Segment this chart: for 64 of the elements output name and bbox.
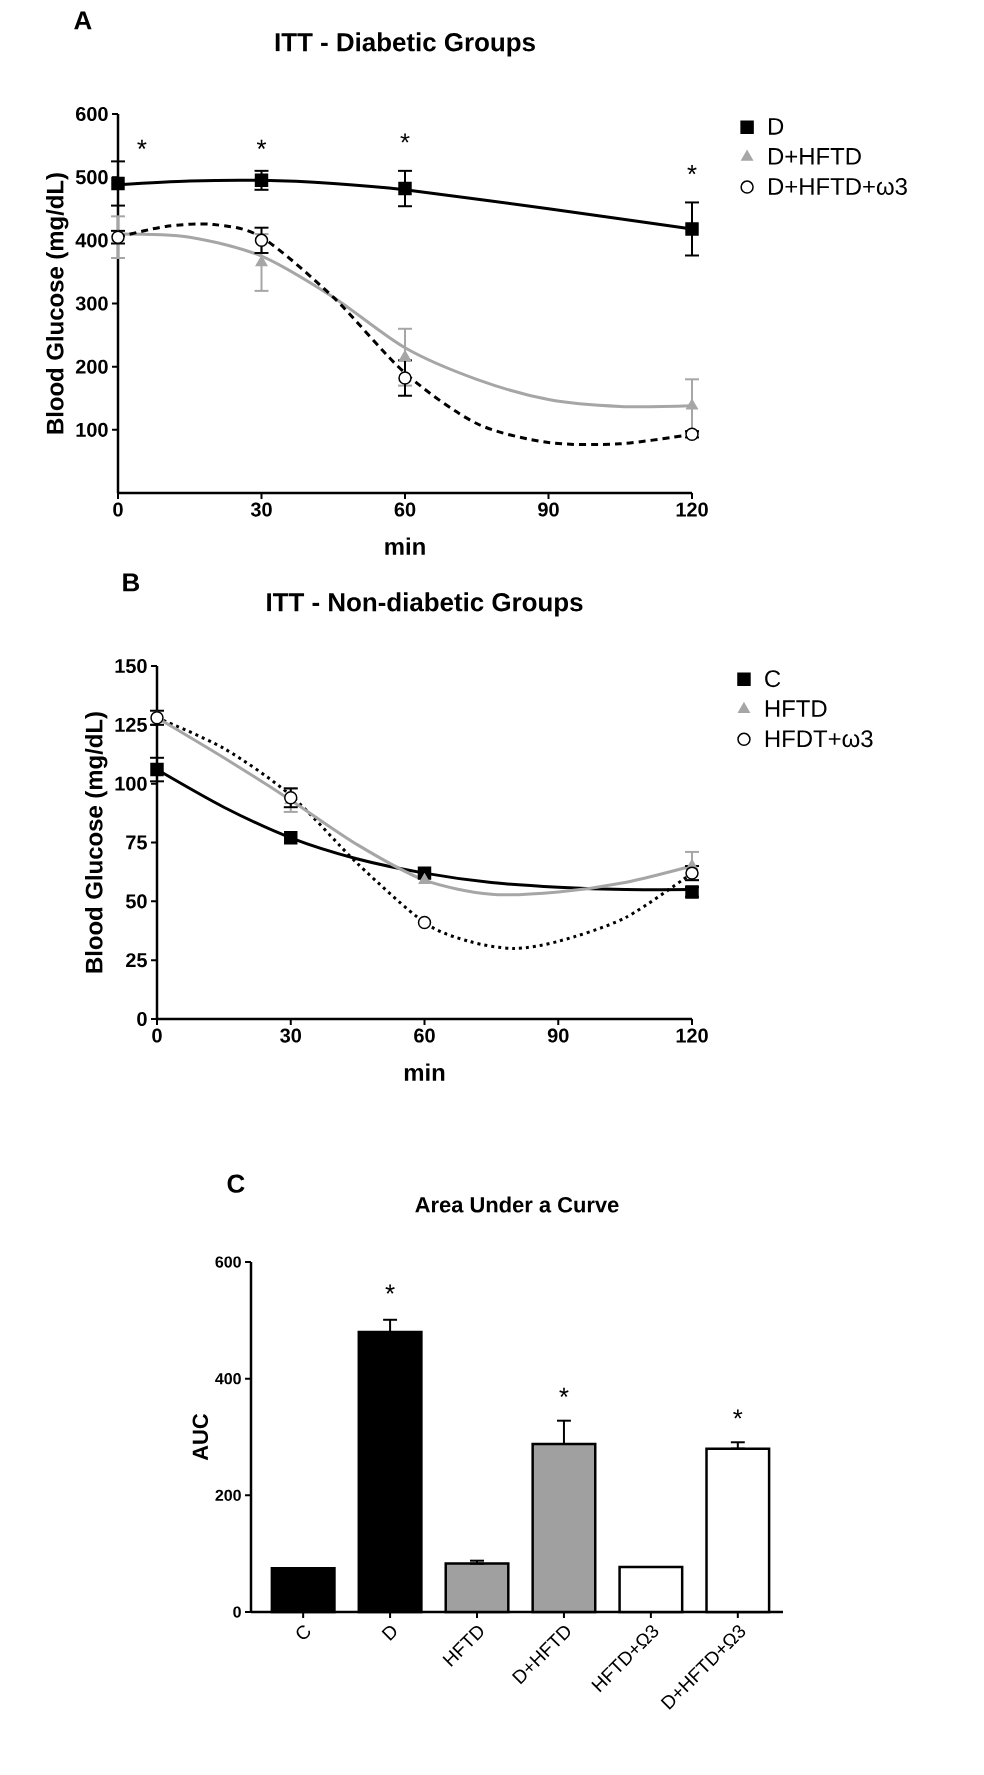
legend-label: D+HFTD (768, 148, 861, 165)
point (685, 222, 699, 236)
y-tick-label: 0 (137, 1011, 147, 1027)
x-axis-title: min (404, 1063, 445, 1081)
annotation: * (687, 165, 697, 175)
point (398, 181, 412, 196)
legend-label: D+HFTD+ω3 (768, 178, 907, 195)
x-tick-label: 120 (676, 1028, 708, 1043)
y-axis-title: AUC (192, 1413, 209, 1461)
y-tick-label: 100 (115, 776, 147, 791)
y-tick-label: 75 (126, 835, 147, 850)
point (284, 831, 298, 845)
annotation: * (137, 139, 147, 149)
x-tick-label: D (381, 1626, 397, 1641)
y-tick-label: 600 (75, 106, 108, 122)
y-tick-label: 500 (75, 170, 108, 185)
legend-label: C (765, 670, 781, 688)
y-tick-label: 100 (76, 422, 108, 437)
x-tick-label: 30 (280, 1028, 302, 1043)
annotation: * (400, 133, 410, 143)
chart-title: ITT - Diabetic Groups (275, 32, 535, 57)
y-tick-label: 25 (126, 953, 147, 968)
point (686, 399, 698, 410)
text: B (123, 573, 140, 592)
x-tick-label: 0 (152, 1028, 162, 1043)
legend-label: D (768, 118, 784, 135)
x-tick-label: 90 (547, 1028, 569, 1043)
annotation: * (385, 1284, 395, 1294)
point (150, 762, 164, 777)
point (398, 371, 412, 385)
x-tick-label: 120 (676, 502, 708, 517)
legend-label: HFDT+ω3 (765, 730, 873, 748)
y-tick-label: 300 (75, 296, 108, 311)
y-tick-label: 200 (215, 1489, 241, 1501)
point (418, 873, 431, 884)
y-tick-label: 400 (215, 1373, 241, 1385)
x-tick-label: 60 (394, 502, 416, 517)
y-tick-label: 50 (125, 894, 147, 909)
x-tick-label: 30 (250, 502, 272, 517)
annotation: * (559, 1387, 569, 1397)
point (254, 233, 269, 248)
y-tick-label: 400 (75, 233, 108, 248)
annotation: * (256, 139, 267, 149)
text: C (227, 1174, 245, 1193)
point (111, 176, 125, 191)
y-tick-label: 200 (75, 359, 108, 374)
chart-title: ITT - Non-diabetic Groups (267, 592, 583, 617)
x-axis-title: min (385, 537, 425, 555)
y-tick-label: 0 (233, 1606, 241, 1618)
point (399, 350, 411, 361)
y-axis-title: Blood Glucose (mg/dL) (85, 712, 108, 973)
y-tick-label: 600 (215, 1256, 241, 1268)
annotation: * (733, 1409, 743, 1419)
legend-label: HFTD (765, 700, 827, 717)
x-tick-label: C (296, 1625, 311, 1639)
point (254, 173, 269, 188)
y-tick-label: 125 (115, 717, 147, 732)
chart-title: Area Under a Curve (415, 1196, 619, 1213)
y-axis-title: Blood Glucose (mg/dL) (46, 173, 69, 434)
x-tick-label: 90 (538, 502, 559, 517)
point (417, 915, 432, 930)
y-tick-label: 150 (115, 658, 147, 674)
x-tick-label: 60 (414, 1028, 435, 1043)
text: A (74, 11, 92, 30)
